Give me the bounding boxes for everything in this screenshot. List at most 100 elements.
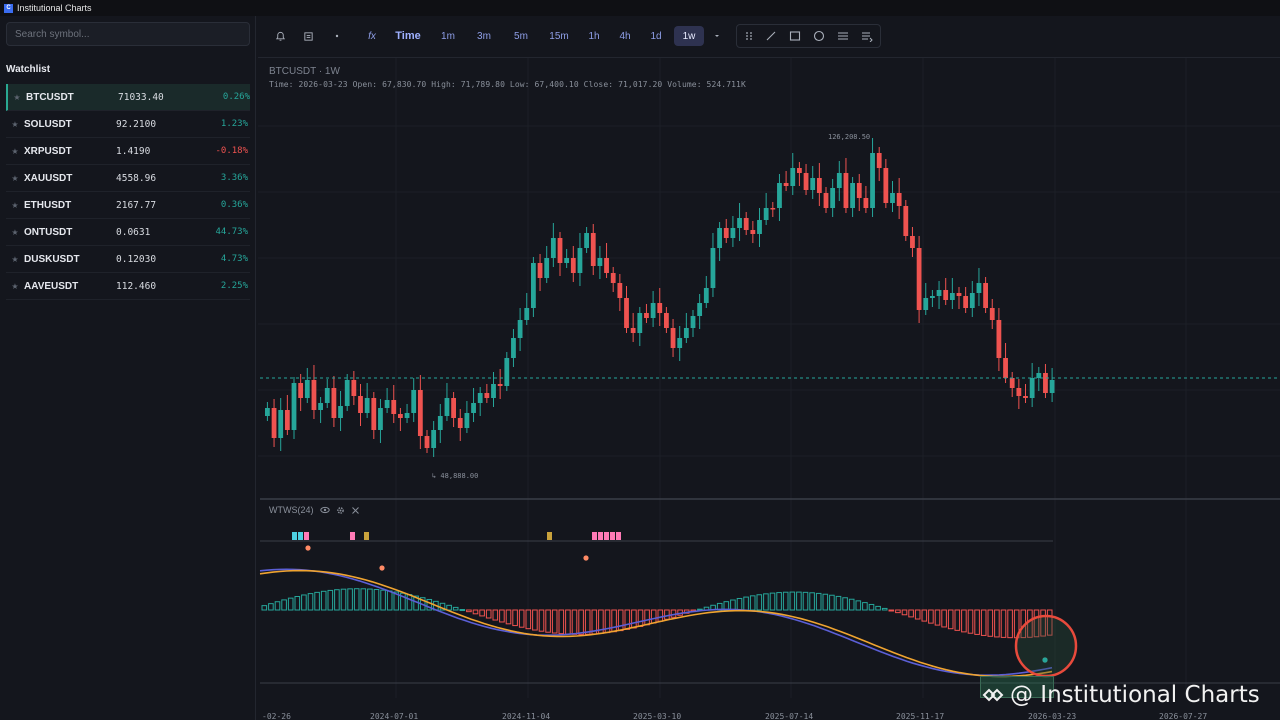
candle — [763, 208, 769, 220]
histogram-bar — [492, 609, 499, 621]
candle — [417, 390, 423, 436]
time-button[interactable]: Time — [395, 30, 421, 42]
horizontal-lines-icon[interactable] — [835, 28, 851, 44]
watchlist-row-solusdt[interactable]: ★ SOLUSDT 92.2100 1.23% — [6, 111, 250, 138]
indicator-settings-icon[interactable] — [859, 28, 875, 44]
histogram-bar — [485, 609, 492, 619]
candle — [657, 303, 663, 313]
interval-dropdown-icon[interactable] — [710, 26, 724, 46]
histogram-bar — [1040, 609, 1046, 637]
interval-1h[interactable]: 1h — [588, 30, 600, 42]
candle — [504, 358, 510, 386]
histogram-bar — [347, 588, 353, 611]
watchlist-price: 4558.96 — [116, 172, 157, 184]
close-icon[interactable] — [351, 506, 360, 515]
candle — [324, 388, 330, 403]
alert-bell-icon[interactable] — [272, 26, 288, 46]
signal-marker — [592, 532, 597, 540]
watchlist-row-xauusdt[interactable]: ★ XAUUSDT 4558.96 3.36% — [6, 165, 250, 192]
histogram-bar — [479, 609, 485, 617]
grid-dots-icon[interactable] — [741, 28, 757, 44]
watchlist-row-ethusdt[interactable]: ★ ETHUSDT 2167.77 0.36% — [6, 192, 250, 219]
indicators-fx-button[interactable]: fx — [368, 30, 376, 42]
candle — [883, 168, 889, 203]
rectangle-icon[interactable] — [787, 28, 803, 44]
eye-icon[interactable] — [319, 506, 330, 514]
watchlist-symbol: DUSKUSDT — [24, 253, 80, 265]
star-icon[interactable]: ★ — [11, 173, 19, 183]
dropdown-dot-icon[interactable] — [330, 26, 344, 46]
signal-marker — [598, 532, 603, 540]
histogram-bar — [631, 609, 637, 629]
window-titlebar: C Institutional Charts — [0, 0, 1280, 16]
candle — [524, 308, 530, 320]
candle — [284, 410, 290, 430]
histogram-bar — [334, 589, 340, 611]
candle — [996, 320, 1002, 358]
interval-1m[interactable]: 1m — [441, 30, 455, 42]
histogram-bar — [393, 591, 400, 611]
signal-marker — [292, 532, 297, 540]
interval-5m[interactable]: 5m — [514, 30, 528, 42]
candle — [291, 383, 297, 430]
star-icon[interactable]: ★ — [11, 254, 19, 264]
histogram-bar — [736, 597, 743, 611]
signal-marker — [610, 532, 615, 540]
x-axis-tick-label: 2024-11-04 — [502, 712, 550, 720]
watchlist-symbol: SOLUSDT — [24, 118, 72, 130]
circle-icon[interactable] — [811, 28, 827, 44]
star-icon[interactable]: ★ — [11, 119, 19, 129]
histogram-bar — [380, 589, 386, 611]
watchlist-row-ontusdt[interactable]: ★ ONTUSDT 0.0631 44.73% — [6, 219, 250, 246]
chart-area[interactable]: 126,208.50 ↳ 48,888.00 -02-26 2024-07-01 202… — [258, 58, 1280, 720]
watermark: @ Institutional Charts — [980, 678, 1280, 712]
watchlist-symbol: ONTUSDT — [24, 226, 73, 238]
histogram-bar — [1000, 609, 1007, 638]
interval-1d[interactable]: 1d — [650, 30, 662, 42]
x-axis-tick-label: 2024-07-01 — [370, 712, 418, 720]
candle — [963, 296, 969, 308]
candle — [1029, 378, 1035, 398]
interval-15m[interactable]: 15m — [549, 30, 569, 42]
watchlist-row-btcusdt[interactable]: ★ BTCUSDT 71033.40 0.26% — [6, 84, 250, 111]
layout-icon[interactable] — [300, 26, 316, 46]
star-icon[interactable]: ★ — [11, 281, 19, 291]
candle — [597, 258, 603, 266]
signal-marker — [616, 532, 621, 540]
watchlist-row-aaveusdt[interactable]: ★ AAVEUSDT 112.460 2.25% — [6, 273, 250, 300]
price-chart[interactable]: 126,208.50 ↳ 48,888.00 -02-26 2024-07-01 202… — [258, 58, 1280, 720]
watchlist-row-duskusdt[interactable]: ★ DUSKUSDT 0.12030 4.73% — [6, 246, 250, 273]
search-input[interactable] — [6, 22, 250, 46]
histogram-bar — [967, 609, 974, 634]
candle — [1003, 358, 1008, 378]
candle — [703, 288, 709, 303]
candle — [903, 206, 909, 236]
histogram-bar — [505, 609, 512, 625]
histogram-bar — [862, 602, 868, 611]
histogram-bar — [287, 597, 294, 611]
signal-marker — [604, 532, 609, 540]
candle — [943, 290, 949, 300]
interval-4h[interactable]: 4h — [619, 30, 631, 42]
watchlist-row-xrpusdt[interactable]: ★ XRPUSDT 1.4190 -0.18% — [6, 138, 250, 165]
histogram-bar — [525, 609, 532, 630]
candle — [830, 188, 836, 208]
histogram-bar — [815, 592, 822, 611]
trendline-icon[interactable] — [763, 28, 779, 44]
histogram-bar — [822, 593, 829, 611]
wave-line-blue — [259, 568, 1053, 677]
candle — [577, 248, 583, 273]
gear-icon[interactable] — [336, 506, 345, 515]
interval-1w[interactable]: 1w — [674, 26, 704, 46]
candle — [770, 208, 776, 210]
histogram-bar — [571, 609, 578, 635]
candle — [531, 263, 536, 308]
star-icon[interactable]: ★ — [13, 92, 21, 102]
histogram-bar — [789, 591, 796, 611]
histogram-bar — [406, 594, 413, 611]
star-icon[interactable]: ★ — [11, 227, 19, 237]
candle — [544, 258, 550, 278]
star-icon[interactable]: ★ — [11, 200, 19, 210]
interval-3m[interactable]: 3m — [477, 30, 491, 42]
star-icon[interactable]: ★ — [11, 146, 19, 156]
